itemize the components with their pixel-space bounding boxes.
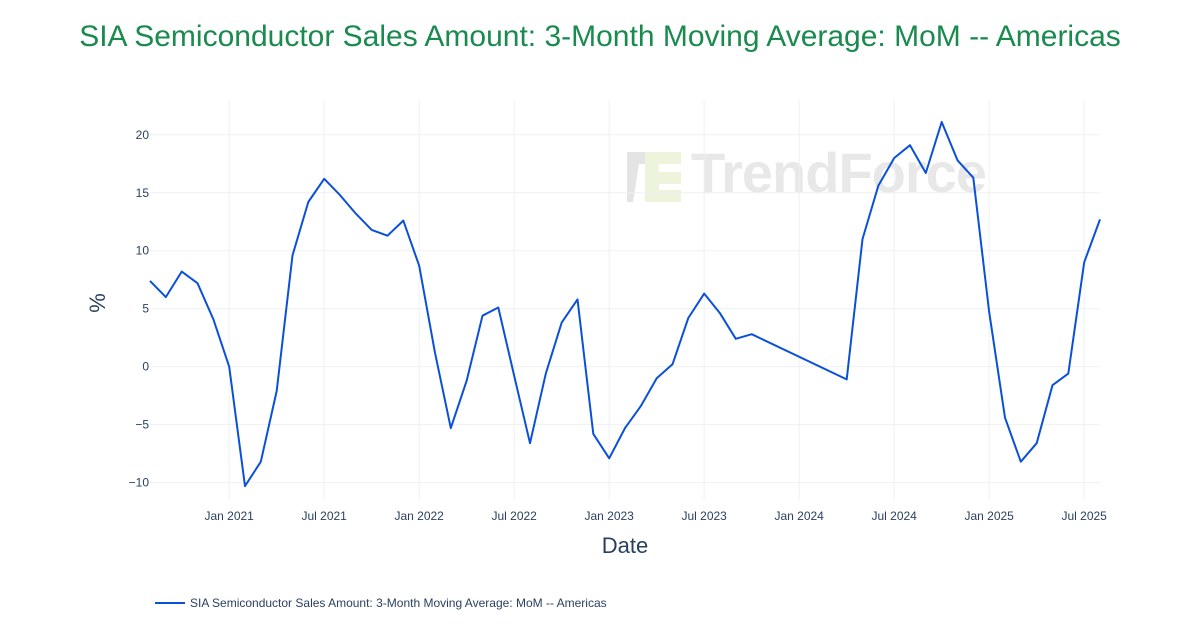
x-tick-label: Jul 2025 (1061, 509, 1107, 523)
series-line (149, 121, 1101, 488)
x-tick-label: Jan 2021 (204, 509, 254, 523)
y-tick-label: −5 (135, 418, 149, 432)
x-tick-label: Jul 2022 (491, 509, 537, 523)
y-tick-label: 10 (136, 244, 150, 258)
x-tick-label: Jul 2024 (871, 509, 917, 523)
y-axis-title: % (85, 293, 110, 313)
trendforce-watermark: TrendForce (625, 140, 987, 205)
y-axis-ticks: 20 15 10 5 0 −5 −10 (129, 128, 150, 490)
y-tick-label: 20 (136, 128, 150, 142)
x-tick-label: Jul 2021 (301, 509, 347, 523)
x-tick-label: Jan 2024 (774, 509, 824, 523)
x-tick-label: Jan 2022 (394, 509, 444, 523)
y-tick-label: 15 (136, 186, 150, 200)
trendforce-logo-icon (627, 152, 681, 203)
chart-title: SIA Semiconductor Sales Amount: 3-Month … (79, 20, 1121, 53)
y-tick-label: 0 (142, 360, 149, 374)
series-lines (149, 121, 1101, 488)
grid (150, 100, 1100, 500)
watermark-text: TrendForce (691, 141, 987, 204)
x-tick-label: Jan 2025 (964, 509, 1014, 523)
x-axis-title: Date (602, 533, 648, 558)
legend-label: SIA Semiconductor Sales Amount: 3-Month … (190, 596, 607, 610)
x-tick-label: Jan 2023 (584, 509, 634, 523)
x-tick-label: Jul 2023 (681, 509, 727, 523)
x-axis-ticks: Jan 2021 Jul 2021 Jan 2022 Jul 2022 Jan 2023… (204, 509, 1107, 523)
y-tick-label: −10 (129, 476, 150, 490)
y-tick-label: 5 (142, 302, 149, 316)
legend[interactable]: SIA Semiconductor Sales Amount: 3-Month … (155, 596, 607, 610)
legend-swatch (155, 602, 185, 604)
